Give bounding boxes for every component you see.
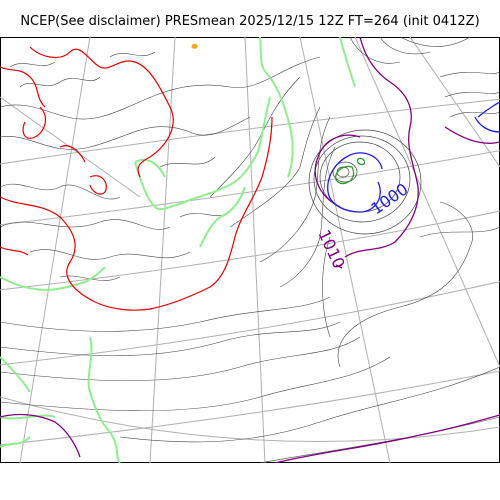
red-contour (0, 46, 273, 311)
graticule (0, 36, 500, 464)
map-title: NCEP(See disclaimer) PRESmean 2025/12/15… (20, 14, 480, 29)
coastline (0, 36, 356, 464)
contour-label-1010-tick (335, 264, 343, 269)
isobars-thin (0, 36, 500, 464)
accent-marks (191, 43, 198, 49)
purple-contour (0, 36, 500, 464)
green-contour (334, 157, 366, 185)
low-isobars (308, 129, 422, 235)
pressure-map: 1000 1010 (0, 36, 500, 464)
map-frame: 1000 1010 (0, 36, 500, 464)
